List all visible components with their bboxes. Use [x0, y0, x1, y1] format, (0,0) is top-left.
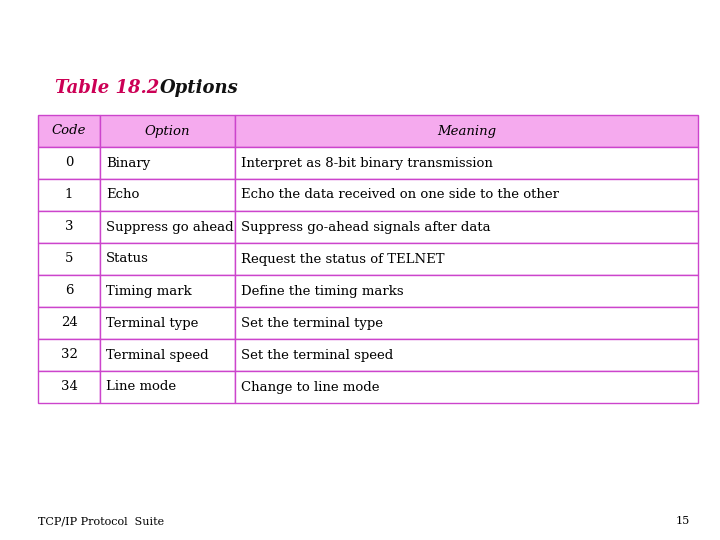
Text: Terminal type: Terminal type [106, 316, 199, 329]
Text: Options: Options [160, 79, 239, 97]
Text: Code: Code [52, 125, 86, 138]
Text: Table 18.2: Table 18.2 [55, 79, 159, 97]
Text: 3: 3 [65, 220, 73, 233]
Bar [235, 307, 698, 339]
Text: Set the terminal type: Set the terminal type [240, 316, 383, 329]
Bar [235, 211, 698, 243]
Bar [38, 147, 100, 179]
Bar [235, 371, 698, 403]
Text: Binary: Binary [106, 157, 150, 170]
Bar [235, 339, 698, 371]
Bar [100, 339, 235, 371]
Text: Echo: Echo [106, 188, 140, 201]
Text: Suppress go ahead: Suppress go ahead [106, 220, 234, 233]
Text: 24: 24 [60, 316, 77, 329]
Text: 6: 6 [65, 285, 73, 298]
Text: Timing mark: Timing mark [106, 285, 192, 298]
Text: 34: 34 [60, 381, 78, 394]
Bar [100, 275, 235, 307]
Bar [235, 147, 698, 179]
Text: Terminal speed: Terminal speed [106, 348, 209, 361]
Bar [235, 243, 698, 275]
Bar [38, 243, 100, 275]
Text: Change to line mode: Change to line mode [240, 381, 379, 394]
Text: Status: Status [106, 253, 149, 266]
Bar [38, 307, 100, 339]
Text: 1: 1 [65, 188, 73, 201]
Text: Option: Option [145, 125, 190, 138]
Text: Suppress go-ahead signals after data: Suppress go-ahead signals after data [240, 220, 490, 233]
Bar [235, 179, 698, 211]
Bar [235, 275, 698, 307]
Text: 32: 32 [60, 348, 78, 361]
Text: 5: 5 [65, 253, 73, 266]
Text: Request the status of TELNET: Request the status of TELNET [240, 253, 444, 266]
Bar [38, 275, 100, 307]
Text: Echo the data received on one side to the other: Echo the data received on one side to th… [240, 188, 559, 201]
Bar [100, 307, 235, 339]
Bar [100, 179, 235, 211]
Text: 15: 15 [676, 516, 690, 526]
Bar [100, 147, 235, 179]
Text: TCP/IP Protocol  Suite: TCP/IP Protocol Suite [38, 516, 164, 526]
Bar [38, 339, 100, 371]
Bar [38, 115, 100, 147]
Bar [100, 371, 235, 403]
Bar [235, 115, 698, 147]
Bar [100, 115, 235, 147]
Bar [100, 243, 235, 275]
Bar [38, 211, 100, 243]
Text: Meaning: Meaning [437, 125, 496, 138]
Bar [38, 179, 100, 211]
Bar [38, 371, 100, 403]
Bar [100, 211, 235, 243]
Text: Line mode: Line mode [106, 381, 176, 394]
Text: Define the timing marks: Define the timing marks [240, 285, 403, 298]
Text: 0: 0 [65, 157, 73, 170]
Text: Interpret as 8-bit binary transmission: Interpret as 8-bit binary transmission [240, 157, 492, 170]
Text: Set the terminal speed: Set the terminal speed [240, 348, 393, 361]
